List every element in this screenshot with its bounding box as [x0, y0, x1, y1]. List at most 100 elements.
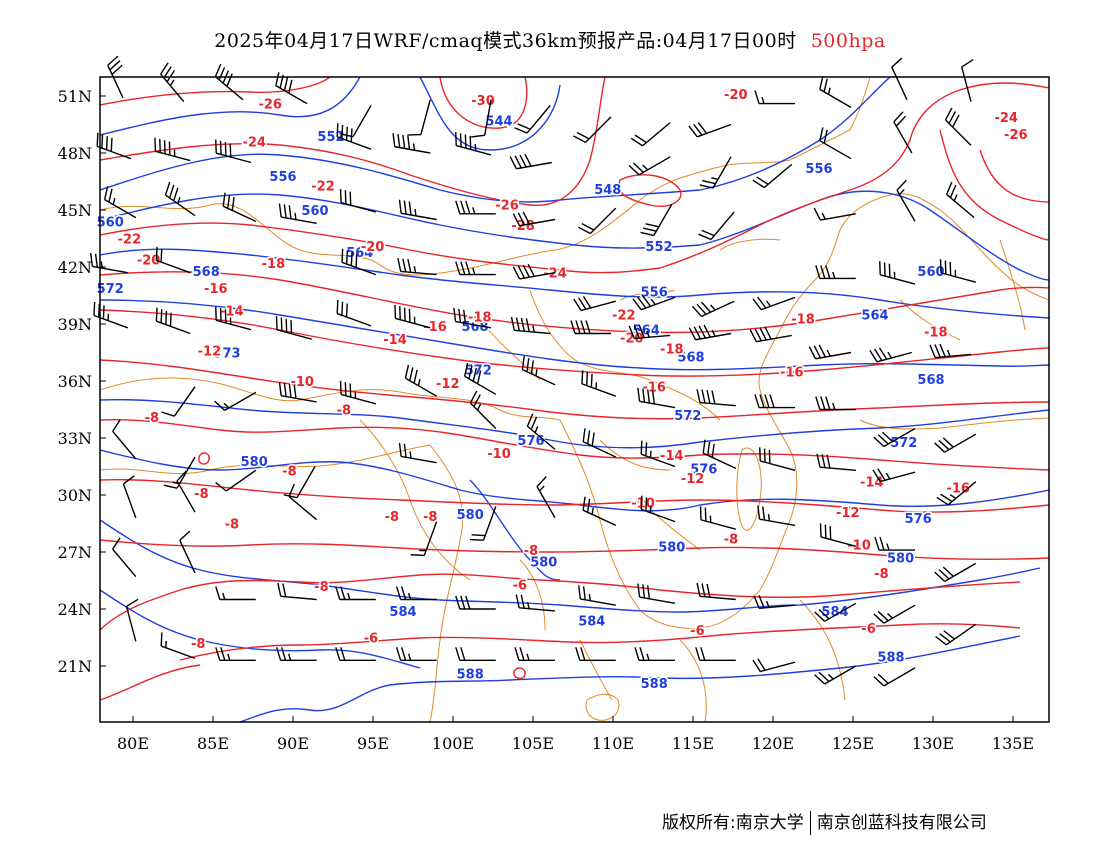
wind-barbs — [89, 55, 977, 687]
temperature-label: -12 — [681, 472, 705, 487]
temperature-label: -8 — [225, 518, 239, 533]
temperature-label: -24 — [543, 267, 567, 282]
wind-barb — [215, 469, 257, 492]
wind-barb — [521, 356, 556, 386]
wind-barb — [510, 316, 551, 335]
temperature-label: -22 — [311, 179, 335, 194]
temperature-label: -14 — [220, 305, 244, 320]
wind-barb — [469, 506, 497, 541]
wind-barb — [512, 211, 556, 227]
height-label: 556 — [805, 162, 832, 177]
height-label: 556 — [269, 170, 296, 185]
height-label: 584 — [389, 605, 416, 620]
temperature-label: -18 — [924, 326, 948, 341]
wind-barb — [335, 586, 376, 601]
temperature-label: -24 — [994, 111, 1018, 126]
wind-barb — [757, 505, 796, 527]
wind-barb — [808, 344, 852, 360]
temperature-label: -18 — [468, 310, 492, 325]
wind-barb — [339, 188, 376, 213]
wind-barb — [637, 583, 676, 604]
x-tick-label: 115E — [672, 734, 714, 753]
wind-barb — [570, 320, 611, 335]
wind-barb — [160, 632, 196, 660]
wind-barb — [278, 203, 317, 224]
height-label: 564 — [861, 309, 888, 324]
height-label: 588 — [877, 651, 904, 666]
height-label: 568 — [677, 350, 704, 365]
wind-barb — [753, 595, 796, 610]
height-label: 548 — [594, 183, 621, 198]
wind-barb — [410, 521, 438, 557]
wind-barb — [961, 59, 974, 102]
height-label: 572 — [97, 282, 124, 297]
wind-barb — [630, 122, 671, 147]
wind-barb — [392, 133, 431, 154]
height-label: 560 — [301, 204, 328, 219]
wind-barb — [814, 665, 857, 685]
temperature-label: -6 — [690, 624, 704, 639]
wind-barb — [869, 347, 912, 363]
x-tick-label: 130E — [912, 734, 954, 753]
temperature-label: -12 — [436, 377, 460, 392]
temperature-label: -12 — [198, 345, 222, 360]
wind-barb — [815, 265, 856, 280]
wind-barb — [515, 594, 556, 612]
wind-barb — [335, 647, 376, 661]
y-tick-label: 24N — [58, 600, 92, 619]
height-label: 588 — [641, 677, 668, 692]
wind-barb — [341, 248, 377, 276]
wind-barb — [398, 199, 437, 221]
wind-barb — [752, 658, 796, 673]
wind-barb — [934, 433, 977, 453]
wind-barb — [122, 475, 137, 519]
y-tick-label: 39N — [58, 315, 92, 334]
height-label: 560 — [917, 265, 944, 280]
wind-barb — [699, 506, 736, 530]
wind-barb — [874, 536, 915, 551]
wind-barb — [398, 442, 437, 464]
wind-barb — [455, 200, 496, 215]
wind-barb — [471, 99, 492, 138]
temperature-label: -8 — [385, 510, 399, 525]
temperature-label: -8 — [194, 487, 208, 502]
y-tick-label: 42N — [58, 258, 92, 277]
wind-barb — [688, 122, 732, 138]
wind-barb — [819, 523, 856, 547]
wind-barb — [536, 476, 556, 519]
chart-title: 2025年04月17日WRF/cmaq模式36km预报产品:04月17日00时 5… — [0, 26, 1100, 53]
wind-barb — [577, 207, 617, 235]
footer-divider — [809, 811, 811, 835]
wind-barb — [89, 252, 128, 274]
wind-barb — [573, 116, 612, 143]
wind-barb — [160, 62, 185, 103]
wind-barb — [696, 389, 736, 407]
wind-barb — [819, 75, 852, 109]
wind-barb — [945, 181, 975, 219]
x-tick-label: 100E — [432, 734, 474, 753]
wind-barb — [215, 586, 256, 601]
wind-barb — [395, 586, 437, 601]
wind-barb — [634, 647, 675, 661]
wind-barb — [698, 211, 735, 241]
wind-barb — [628, 156, 671, 176]
wind-barb — [112, 419, 137, 460]
height-label: 580 — [457, 508, 484, 523]
x-tick-label: 120E — [752, 734, 794, 753]
temperature-label: -8 — [524, 544, 538, 559]
y-tick-label: 45N — [58, 201, 92, 220]
wind-barb — [463, 362, 497, 395]
wind-barb — [394, 304, 431, 329]
footer: 版权所有:南京大学 南京创蓝科技有限公司 — [662, 808, 987, 835]
wind-barb — [395, 647, 437, 661]
wind-barb — [873, 427, 916, 448]
temperature-label: -6 — [364, 632, 378, 647]
wind-barb — [637, 387, 676, 409]
x-tick-label: 90E — [277, 734, 309, 753]
wind-barb — [455, 647, 496, 661]
wind-barb — [573, 296, 616, 312]
x-tick-label: 105E — [512, 734, 554, 753]
copyright-text: 版权所有:南京大学 — [662, 813, 804, 833]
wind-barb — [155, 246, 191, 274]
